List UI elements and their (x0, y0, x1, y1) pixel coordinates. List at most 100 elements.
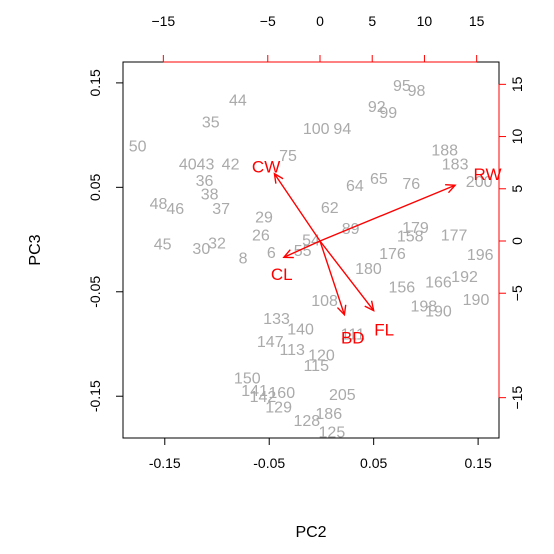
arrowhead-cl (282, 249, 294, 259)
observation-label: 205 (329, 387, 356, 404)
right-tick-label: 0 (509, 237, 525, 245)
observation-label: 158 (397, 228, 424, 245)
bottom-tick-label: -0.15 (149, 455, 181, 471)
observation-label: 108 (311, 293, 338, 310)
observation-label: 89 (342, 221, 360, 238)
observation-label: 142 (250, 389, 277, 406)
top-axis: −15 −5 0 5 10 15 (151, 13, 485, 63)
observation-label: 190 (463, 292, 490, 309)
observation-label: 192 (451, 269, 478, 286)
right-tick-label: 10 (509, 129, 525, 145)
observation-label: 43 (197, 156, 215, 173)
observation-label: 141 (241, 383, 268, 400)
observation-label: 75 (279, 148, 297, 165)
variable-label-bd: BD (341, 329, 365, 348)
top-tick-label: −15 (151, 13, 175, 29)
arrowhead-rw (445, 183, 457, 194)
observation-label: 37 (212, 201, 230, 218)
right-tick-label: −5 (509, 285, 525, 301)
arrow-cl (283, 240, 321, 258)
observation-label: 62 (321, 200, 339, 217)
observation-label: 140 (287, 321, 314, 338)
observation-label: 26 (252, 227, 270, 244)
left-axis: -0.15 -0.05 0.05 0.15 (87, 69, 124, 412)
observation-label: 179 (402, 220, 429, 237)
observation-label: 100 (303, 121, 330, 138)
variable-label-fl: FL (374, 320, 394, 339)
observation-label: 38 (201, 187, 219, 204)
top-tick-label: −5 (260, 13, 276, 29)
observation-label: 94 (333, 121, 351, 138)
observation-label: 133 (263, 311, 290, 328)
observation-label: 30 (192, 241, 210, 258)
observation-label: 48 (150, 196, 168, 213)
observation-label: 45 (154, 237, 172, 254)
observation-label: 200 (466, 174, 493, 191)
bottom-tick-label: 0.15 (464, 455, 491, 471)
left-tick-label: -0.15 (87, 380, 103, 412)
bottom-tick-label: -0.05 (253, 455, 285, 471)
observation-label: 54 (302, 233, 320, 250)
observation-label: 32 (208, 236, 226, 253)
left-tick-label: 0.15 (87, 69, 103, 96)
observation-label: 160 (268, 385, 295, 402)
observation-label: 76 (402, 176, 420, 193)
arrow-bd (319, 240, 346, 315)
observation-label: 150 (234, 370, 261, 387)
observation-label: 65 (370, 171, 388, 188)
observation-label: 8 (239, 250, 248, 267)
observation-label: 64 (346, 178, 364, 195)
variable-label-rw: RW (474, 165, 502, 184)
observation-label: 180 (355, 261, 382, 278)
arrow-rw (319, 184, 456, 242)
variable-label-cl: CL (271, 265, 293, 284)
right-tick-label: 15 (509, 76, 525, 92)
observation-label: 6 (267, 245, 276, 262)
observation-label: 46 (166, 201, 184, 218)
bottom-tick-label: 0.05 (360, 455, 387, 471)
observation-label: 176 (379, 246, 406, 263)
top-tick-label: 10 (417, 13, 433, 29)
arrowhead-bd (336, 304, 347, 317)
observation-label: 120 (308, 347, 335, 364)
observation-label: 111 (341, 327, 365, 344)
right-tick-label: −15 (509, 386, 525, 410)
left-tick-label: -0.05 (87, 276, 103, 308)
observation-label: 186 (315, 406, 342, 423)
arrowhead-fl (364, 300, 375, 312)
bottom-axis: -0.15 -0.05 0.05 0.15 (149, 437, 492, 471)
observation-label: 177 (441, 227, 468, 244)
observation-label: 188 (431, 143, 458, 160)
right-tick-label: 5 (509, 185, 525, 193)
observation-label: 115 (303, 358, 329, 375)
top-tick-label: 15 (469, 13, 485, 29)
observation-label: 29 (255, 210, 273, 227)
observation-label: 35 (202, 115, 220, 132)
arrowhead-cw (273, 172, 284, 184)
observation-label: 156 (389, 280, 416, 297)
observation-label: 98 (408, 83, 426, 100)
top-tick-label: 0 (316, 13, 324, 29)
observation-label: 198 (410, 298, 437, 315)
left-tick-label: 0.05 (87, 173, 103, 200)
observation-label: 92 (368, 99, 386, 116)
observation-label: 166 (425, 274, 452, 291)
top-tick-label: 5 (368, 13, 376, 29)
right-axis: −15 −5 0 5 10 15 (498, 76, 525, 410)
observation-label: 44 (229, 93, 247, 110)
arrow-fl (319, 240, 375, 312)
y-axis-title: PC3 (27, 234, 44, 265)
observation-label: 128 (293, 413, 320, 430)
observation-label: 196 (467, 247, 494, 264)
observation-label: 99 (379, 105, 397, 122)
observation-label: 36 (196, 173, 214, 190)
observation-label: 50 (129, 139, 147, 156)
observation-label: 113 (279, 342, 305, 359)
observation-label: 183 (442, 156, 469, 173)
observation-label: 190 (425, 304, 452, 321)
x-axis-title: PC2 (295, 524, 326, 541)
observation-label: 95 (393, 78, 411, 95)
observation-label: 125 (319, 425, 346, 442)
observation-label: 129 (265, 400, 292, 417)
